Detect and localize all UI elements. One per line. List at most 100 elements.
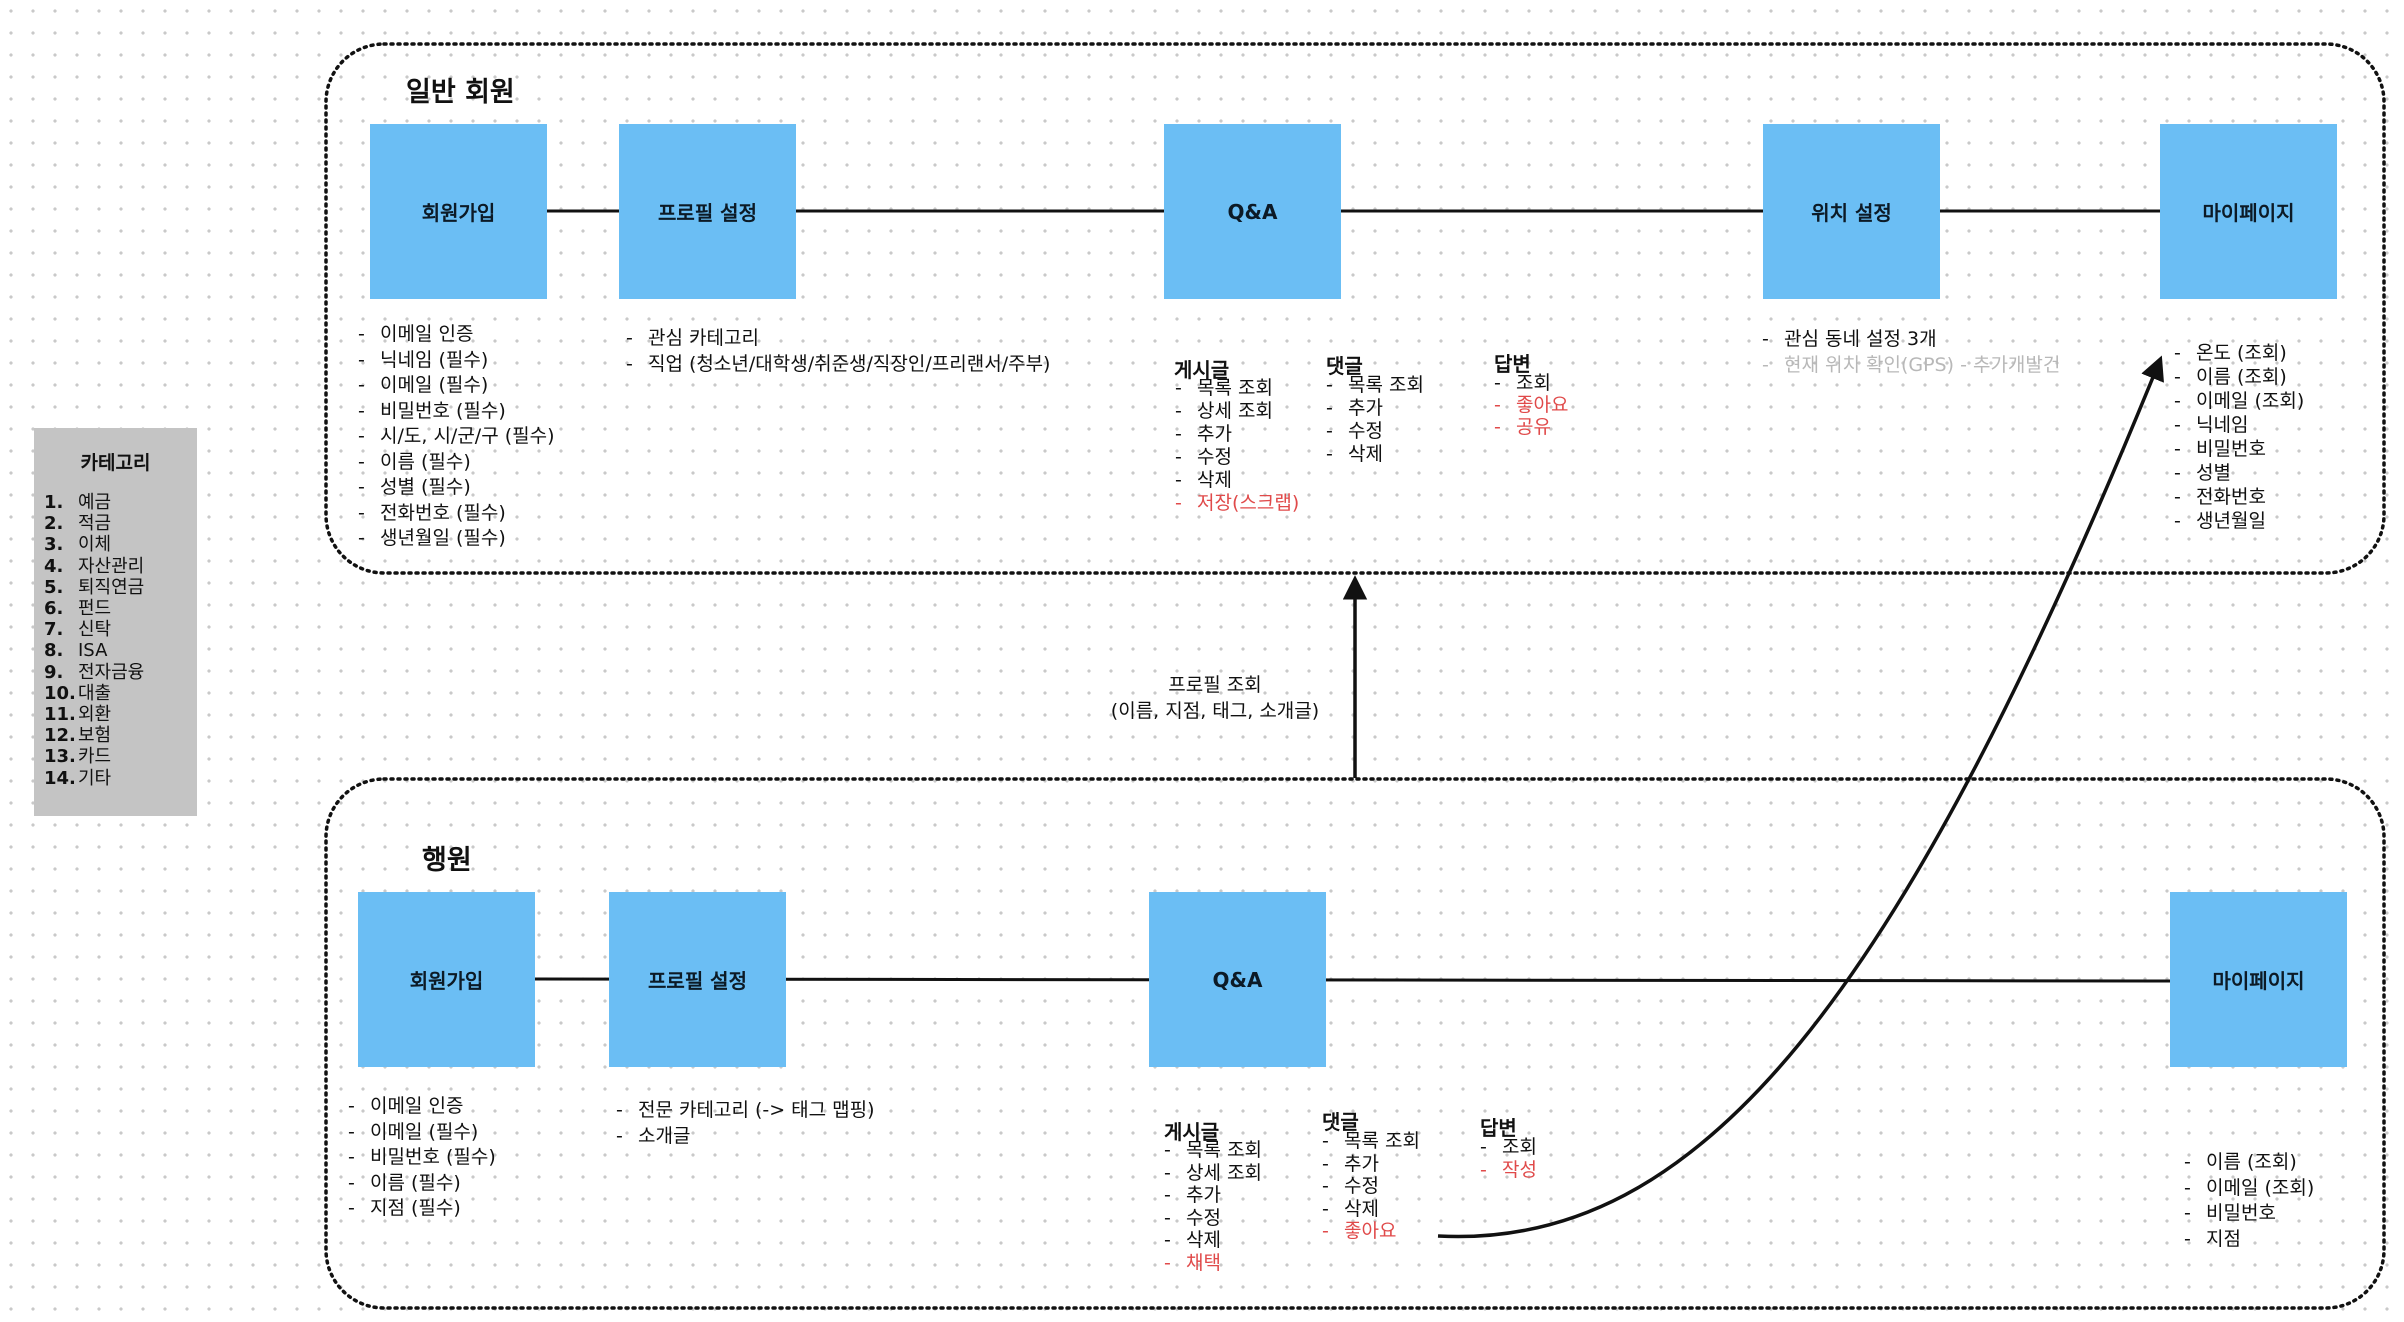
banker-node-signup[interactable]: 회원가입 [358,892,535,1067]
category-label: 퇴직연금 [78,576,145,598]
category-label: 대출 [78,682,112,704]
list-item-highlight: 저장(스크랩) [1175,492,1299,515]
category-item: 8. ISA [44,640,144,661]
banker-signup-list: 이메일 인증 이메일 (필수) 비밀번호 (필수) 이름 (필수) 지점 (필수… [348,1094,496,1222]
category-number: 6. [44,598,64,620]
list-item-highlight: 좋아요 [1494,394,1568,416]
category-number: 3. [44,534,64,556]
list-item: 온도 (조회) [2174,341,2304,365]
category-item: 2. 적금 [44,513,144,534]
category-item: 10. 대출 [44,683,144,704]
category-label: 펀드 [78,598,112,620]
general-node-signup[interactable]: 회원가입 [370,124,547,299]
list-item: 관심 카테고리 [626,326,1050,352]
category-item: 7. 신탁 [44,619,144,640]
list-item: 이메일 (필수) [348,1120,496,1146]
category-item: 4. 자산관리 [44,556,144,577]
list-item: 비밀번호 (필수) [348,1145,496,1171]
category-label: 보험 [78,725,112,747]
category-number: 5. [44,576,64,598]
list-item: 지점 [2184,1227,2314,1253]
general-node-location[interactable]: 위치 설정 [1763,124,1940,299]
category-label: 기타 [78,767,112,789]
category-number: 13. [44,746,76,768]
list-item: 추가 [1164,1184,1262,1207]
list-item: 성별 [2174,461,2304,485]
list-item: 지점 (필수) [348,1196,496,1222]
banker-node-profile[interactable]: 프로필 설정 [609,892,786,1067]
list-item: 닉네임 [2174,413,2304,437]
list-item-highlight: 공유 [1494,416,1568,438]
category-number: 8. [44,640,64,662]
category-item: 9. 전자금융 [44,662,144,683]
list-item: 목록 조회 [1326,374,1424,397]
general-node-mypage[interactable]: 마이페이지 [2160,124,2337,299]
list-item: 전화번호 [2174,485,2304,509]
category-number: 10. [44,682,76,704]
category-label: ISA [78,640,108,662]
list-item: 상세 조회 [1175,400,1299,423]
list-item-highlight: 채택 [1164,1252,1262,1275]
list-item: 이름 (조회) [2184,1150,2314,1176]
banker-group-frame [324,777,2386,1310]
list-item: 상세 조회 [1164,1162,1262,1185]
banker-qa-comment-list: 목록 조회 추가 수정 삭제 좋아요 [1322,1130,1420,1243]
category-label: 예금 [78,492,112,513]
list-item: 생년월일 [2174,509,2304,533]
general-location-list: 관심 동네 설정 3개 현재 위치 확인(GPS) - 추가개발건 [1762,327,2060,378]
list-item: 소개글 [616,1124,875,1150]
list-item: 전화번호 (필수) [358,501,555,527]
banker-node-qa[interactable]: Q&A [1149,892,1326,1067]
banker-flow-line [534,977,2171,983]
list-item: 비밀번호 [2174,437,2304,461]
category-label: 신탁 [78,619,112,641]
list-item: 생년월일 (필수) [358,526,555,552]
list-item: 추가 [1326,397,1424,420]
category-item: 14. 기타 [44,768,144,789]
category-list: 1. 예금 2. 적금 3. 이체 4. 자산관리 5. 퇴직연금 6. 펀드 7. 신탁 8… [44,492,144,789]
banker-node-mypage[interactable]: 마이페이지 [2170,892,2347,1067]
list-item: 전문 카테고리 (-> 태그 맵핑) [616,1098,875,1124]
category-title: 카테고리 [80,452,151,474]
list-item: 목록 조회 [1322,1130,1420,1153]
category-item: 11. 외환 [44,704,144,725]
list-item-disabled: 현재 위치 확인(GPS) - 추가개발건 [1762,353,2060,379]
list-item: 수정 [1175,446,1299,469]
list-item: 관심 동네 설정 3개 [1762,327,2060,353]
list-item: 추가 [1175,423,1299,446]
list-item: 삭제 [1164,1229,1262,1252]
list-item: 이메일 (필수) [358,373,555,399]
list-item: 목록 조회 [1175,377,1299,400]
category-label: 카드 [78,746,112,768]
list-item: 이메일 인증 [358,322,555,348]
general-profile-list: 관심 카테고리 직업 (청소년/대학생/취준생/직장인/프리랜서/주부) [626,326,1050,377]
general-node-profile[interactable]: 프로필 설정 [619,124,796,299]
general-signup-list: 이메일 인증 닉네임 (필수) 이메일 (필수) 비밀번호 (필수) 시/도, … [358,322,555,552]
category-number: 9. [44,661,64,683]
list-item: 목록 조회 [1164,1139,1262,1162]
general-qa-post-list: 목록 조회 상세 조회 추가 수정 삭제 저장(스크랩) [1175,377,1299,515]
list-item: 비밀번호 (필수) [358,399,555,425]
category-number: 7. [44,619,64,641]
list-item: 비밀번호 [2184,1201,2314,1227]
profile-view-label: 프로필 조회 (이름, 지점, 태그, 소개글) [1090,672,1340,724]
banker-profile-list: 전문 카테고리 (-> 태그 맵핑) 소개글 [616,1098,875,1149]
category-label: 자산관리 [78,555,145,577]
general-node-qa[interactable]: Q&A [1164,124,1341,299]
category-number: 2. [44,513,64,535]
general-group-frame [324,42,2386,575]
banker-qa-post-list: 목록 조회 상세 조회 추가 수정 삭제 채택 [1164,1139,1262,1274]
general-qa-comment-list: 목록 조회 추가 수정 삭제 [1326,374,1424,466]
list-item: 조회 [1494,372,1568,394]
list-item-highlight: 좋아요 [1322,1220,1420,1243]
like-to-mypage-arrow [1437,355,2164,1239]
list-item: 직업 (청소년/대학생/취준생/직장인/프리랜서/주부) [626,352,1050,378]
category-label: 이체 [78,534,112,556]
list-item: 이름 (필수) [348,1171,496,1197]
category-item: 3. 이체 [44,534,144,555]
list-item: 수정 [1326,420,1424,443]
category-item: 5. 퇴직연금 [44,577,144,598]
general-qa-answer-list: 조회 좋아요 공유 [1494,372,1568,438]
